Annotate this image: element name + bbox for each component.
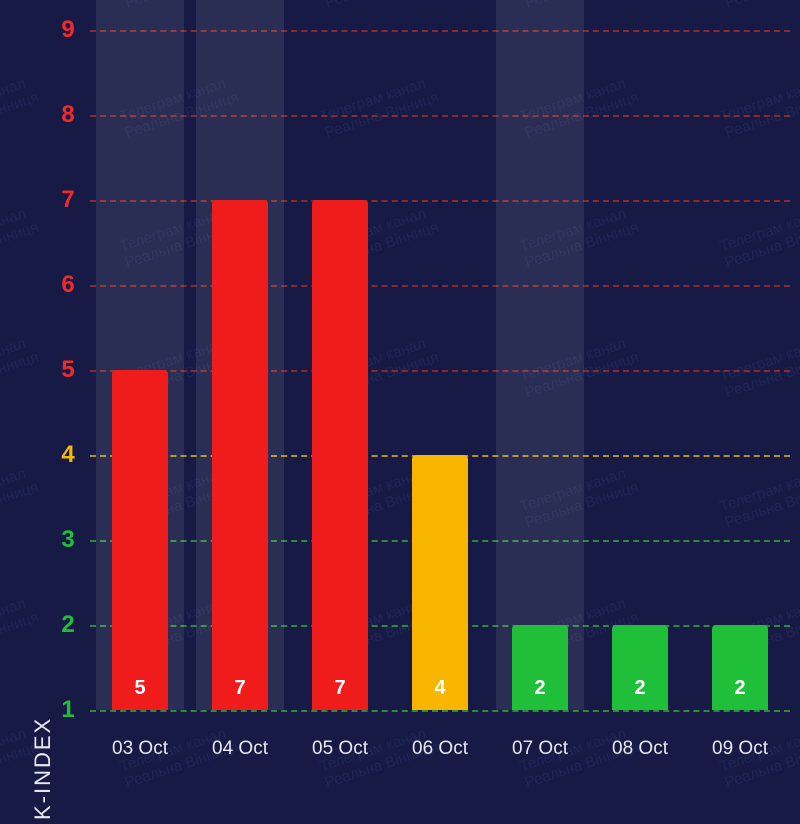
bar: 2 (612, 625, 668, 710)
bar-value-label: 4 (412, 677, 468, 700)
watermark: Телеграм каналРеальна Вінниця (0, 333, 41, 402)
x-tick-label: 08 Oct (612, 738, 668, 760)
y-tick-label: 3 (46, 526, 90, 554)
x-tick-label: 04 Oct (212, 738, 268, 760)
y-tick-label: 6 (46, 271, 90, 299)
gridline (90, 710, 790, 712)
watermark: Телеграм каналРеальна Вінниця (318, 0, 441, 12)
watermark: Телеграм каналРеальна Вінниця (0, 463, 41, 532)
x-tick-label: 09 Oct (712, 738, 768, 760)
y-tick-label: 5 (46, 356, 90, 384)
y-tick-label: 8 (46, 101, 90, 129)
bar-value-label: 7 (312, 677, 368, 700)
x-tick-label: 06 Oct (412, 738, 468, 760)
y-axis-title: K-INDEX (30, 717, 56, 820)
bar: 4 (412, 455, 468, 710)
x-tick-label: 03 Oct (112, 738, 168, 760)
watermark: Телеграм каналРеальна Вінниця (0, 593, 41, 662)
bar: 7 (212, 200, 268, 710)
bar-value-label: 2 (712, 677, 768, 700)
bars-layer: 5 7 7 4 2 2 2 (90, 30, 790, 710)
bar: 2 (512, 625, 568, 710)
y-tick-label: 9 (46, 16, 90, 44)
x-tick-label: 07 Oct (512, 738, 568, 760)
watermark: Телеграм каналРеальна Вінниця (0, 73, 41, 142)
x-tick-label: 05 Oct (312, 738, 368, 760)
bar: 5 (112, 370, 168, 710)
bar: 7 (312, 200, 368, 710)
plot-area: 123456789 5774222 03 Oct04 Oct05 Oct06 O… (90, 30, 790, 710)
bar-value-label: 5 (112, 677, 168, 700)
watermark: Телеграм каналРеальна Вінниця (718, 0, 800, 12)
y-tick-label: 4 (46, 441, 90, 469)
bar-value-label: 2 (612, 677, 668, 700)
bar-value-label: 2 (512, 677, 568, 700)
watermark: Телеграм каналРеальна Вінниця (0, 0, 41, 12)
bar: 2 (712, 625, 768, 710)
k-index-chart: Телеграм каналРеальна Вінниця Телеграм ка… (0, 0, 800, 824)
watermark: Телеграм каналРеальна Вінниця (0, 203, 41, 272)
y-tick-label: 2 (46, 611, 90, 639)
bar-value-label: 7 (212, 677, 268, 700)
y-tick-label: 7 (46, 186, 90, 214)
